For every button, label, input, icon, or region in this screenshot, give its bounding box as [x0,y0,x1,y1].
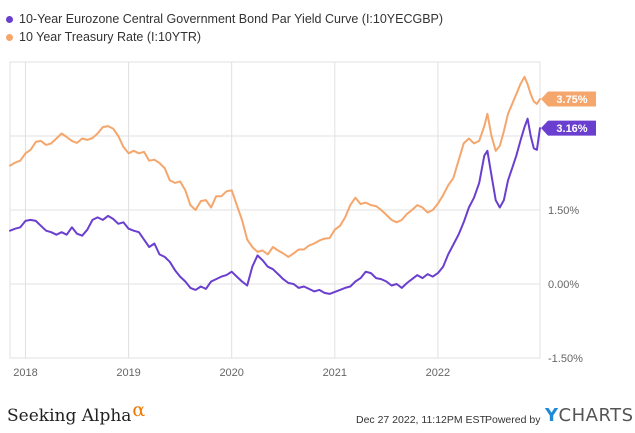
series-line-treasury [9,75,541,258]
x-tick-label-2020: 2020 [219,367,243,379]
powered-by-label: Powered by [485,414,541,426]
legend-item-eurozone[interactable]: 10-Year Eurozone Central Government Bond… [6,10,443,28]
ycharts-y-icon: Y [545,405,559,426]
timestamp: Dec 27 2022, 11:12PM EST. [356,414,488,426]
ycharts-wordmark: CHARTS [558,405,634,426]
line-chart: 2018 2019 2020 2021 2022 1.50% 0.00% -1.50% 3.16… [9,61,596,379]
footer: Seeking Alphaα Dec 27 2022, 11:12PM EST.… [0,399,635,433]
label-layer: 2018 2019 2020 2021 2022 1.50% 0.00% -1.50% 3.16… [13,91,596,379]
y-tick-label-2: -1.50% [548,353,583,365]
end-value-label-eurozone: 3.16% [556,123,587,135]
legend-label-eurozone: 10-Year Eurozone Central Government Bond… [19,12,444,26]
x-tick-label-2022: 2022 [426,367,450,379]
alpha-icon: α [132,399,146,421]
seeking-alpha-logo[interactable]: Seeking Alphaα [7,399,145,426]
ycharts-logo[interactable]: YCHARTS [545,405,634,426]
brand-name: Seeking Alpha [7,406,132,426]
y-tick-label-0: 1.50% [548,205,579,217]
series-layer [9,75,541,295]
end-value-label-treasury: 3.75% [556,94,587,106]
series-line-eurozone [9,117,541,295]
x-tick-label-2019: 2019 [116,367,140,379]
legend-dot-eurozone [6,15,13,23]
x-tick-label-2021: 2021 [323,367,347,379]
end-value-tag-eurozone [541,120,596,136]
grid-layer [9,61,541,359]
x-tick-label-2018: 2018 [13,367,37,379]
legend-label-treasury: 10 Year Treasury Rate (I:10YTR) [19,30,202,44]
end-value-tag-treasury [541,91,596,107]
legend-dot-treasury [6,33,13,41]
y-tick-label-1: 0.00% [548,279,579,291]
legend-item-treasury[interactable]: 10 Year Treasury Rate (I:10YTR) [6,28,443,46]
chart-legend: 10-Year Eurozone Central Government Bond… [6,10,443,46]
